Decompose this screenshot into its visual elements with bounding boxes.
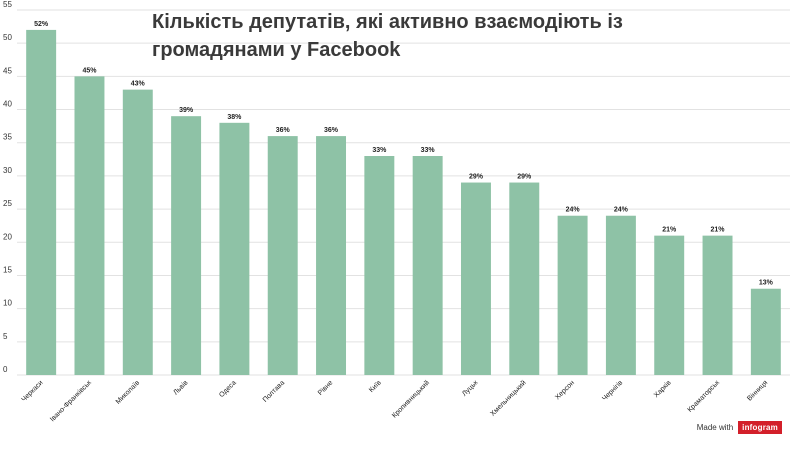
bar-value-label: 24% xyxy=(614,207,629,214)
x-tick-label: Полтава xyxy=(262,379,286,403)
x-tick-label: Черкаси xyxy=(21,379,45,403)
made-with-credit[interactable]: Made with infogram xyxy=(697,421,782,434)
bar[interactable] xyxy=(219,122,250,376)
x-tick-label: Херсон xyxy=(554,379,576,401)
bar-value-label: 38% xyxy=(227,114,242,121)
y-tick-label: 40 xyxy=(3,100,12,109)
bar[interactable] xyxy=(74,76,105,375)
bar[interactable] xyxy=(26,29,57,376)
x-tick-label: Харків xyxy=(652,379,673,400)
bar[interactable] xyxy=(412,156,443,375)
bar-value-label: 36% xyxy=(324,127,339,134)
y-tick-label: 25 xyxy=(3,199,12,208)
chart-title: Кількість депутатів, які активно взаємод… xyxy=(152,11,623,61)
bar[interactable] xyxy=(460,182,491,375)
infogram-logo: infogram xyxy=(738,421,782,434)
bar-value-label: 24% xyxy=(566,207,581,214)
bar-value-label: 21% xyxy=(711,227,726,234)
bar-value-label: 33% xyxy=(372,147,387,154)
x-tick-label: Івано-Франківськ xyxy=(48,378,93,423)
y-tick-label: 30 xyxy=(3,166,12,175)
x-tick-label: Луцьк xyxy=(461,379,480,398)
bar[interactable] xyxy=(605,215,636,375)
y-tick-label: 10 xyxy=(3,299,12,308)
made-with-label: Made with xyxy=(696,423,734,432)
y-tick-label: 20 xyxy=(3,232,12,241)
x-tick-label: Хмельницький xyxy=(489,379,528,418)
bar[interactable] xyxy=(557,215,588,375)
bar[interactable] xyxy=(171,116,202,375)
x-tick-label: Рівне xyxy=(316,379,334,397)
bar-value-label: 29% xyxy=(517,174,532,181)
bar[interactable] xyxy=(316,136,347,375)
bar-value-label: 43% xyxy=(131,81,146,88)
bar-value-label: 39% xyxy=(179,107,194,114)
bar-value-label: 29% xyxy=(469,174,484,181)
bar-value-label: 52% xyxy=(34,21,49,28)
y-tick-label: 5 xyxy=(3,332,8,341)
y-tick-label: 0 xyxy=(3,365,8,374)
y-tick-label: 15 xyxy=(3,265,12,274)
bar[interactable] xyxy=(122,89,153,376)
y-tick-label: 55 xyxy=(3,0,12,9)
bar[interactable] xyxy=(509,182,540,375)
x-tick-label: Миколаїв xyxy=(115,379,142,406)
x-tick-label: Одеса xyxy=(218,379,238,399)
bar-value-label: 13% xyxy=(759,280,774,287)
y-tick-label: 50 xyxy=(3,33,12,42)
x-tick-label: Кропивницький xyxy=(390,379,431,420)
y-tick-label: 35 xyxy=(3,133,12,142)
x-tick-label: Київ xyxy=(368,379,383,394)
x-tick-label: Краматорськ xyxy=(687,379,722,414)
bar[interactable] xyxy=(364,156,395,375)
bar[interactable] xyxy=(750,288,781,375)
bar-value-label: 21% xyxy=(662,227,677,234)
bar-value-label: 33% xyxy=(421,147,436,154)
x-tick-label: Вінниця xyxy=(745,379,769,403)
bar-value-label: 36% xyxy=(276,127,291,134)
y-tick-label: 45 xyxy=(3,66,12,75)
bar[interactable] xyxy=(702,235,733,375)
bar[interactable] xyxy=(654,235,685,375)
bar-value-label: 45% xyxy=(82,67,97,74)
x-tick-label: Львів xyxy=(172,379,190,397)
bar[interactable] xyxy=(267,136,298,375)
x-tick-label: Чернігів xyxy=(600,379,624,403)
